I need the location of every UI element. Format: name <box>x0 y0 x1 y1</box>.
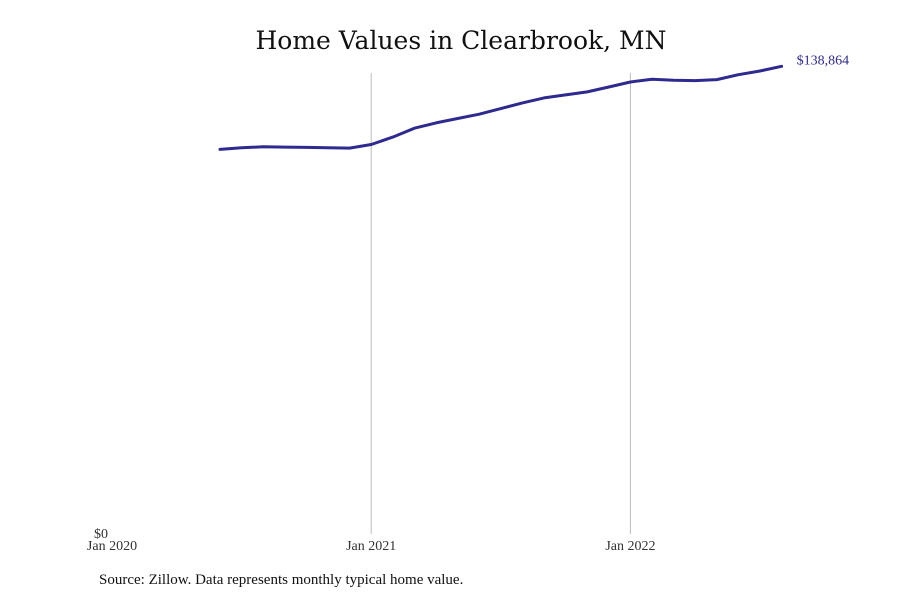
x-tick-label: Jan 2020 <box>87 539 137 554</box>
chart-title: Home Values in Clearbrook, MN <box>255 26 667 55</box>
gridlines <box>370 73 631 534</box>
series-group <box>218 64 784 151</box>
x-tick-label: Jan 2021 <box>346 539 396 554</box>
source-note: Source: Zillow. Data represents monthly … <box>99 572 464 588</box>
end-value-label: $138,864 <box>797 53 850 68</box>
axis-labels: Jan 2020 Jan 2021 Jan 2022 $0 $138,864 <box>87 53 849 554</box>
y-tick-label: $0 <box>94 527 108 542</box>
series-line <box>218 64 784 151</box>
x-tick-label: Jan 2022 <box>605 539 655 554</box>
